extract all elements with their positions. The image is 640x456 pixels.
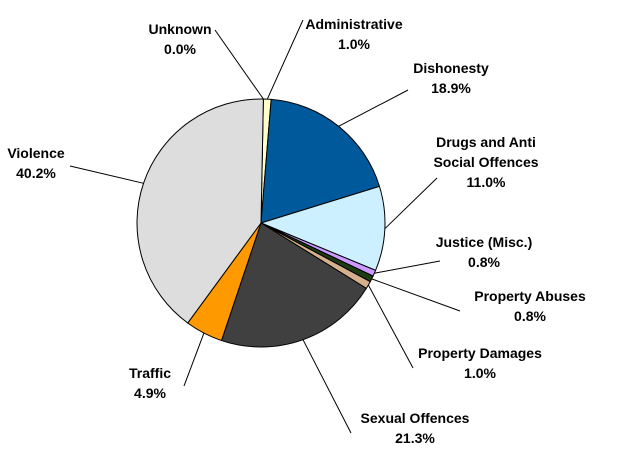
label-percent-unknown: 0.0% — [164, 41, 196, 57]
label-name-dishonesty: Dishonesty — [413, 60, 489, 76]
label-percent-justice-misc: 0.8% — [468, 254, 500, 270]
label-drugs-and-anti-social-offences: Drugs and Anti Social Offences 11.0% — [433, 134, 538, 190]
label-traffic: Traffic 4.9% — [129, 365, 171, 401]
slice-labels: Administrative 1.0% Dishonesty 18.9% Drugs a… — [7, 16, 586, 446]
label-name-traffic: Traffic — [129, 365, 171, 381]
label-violence: Violence 40.2% — [7, 145, 65, 181]
label-name-sexual-offences: Sexual Offences — [361, 410, 470, 426]
slice-violence — [136, 98, 264, 324]
label-name-drugs-and-anti-social-offences: Drugs and Anti — [436, 134, 536, 150]
leader-line-dishonesty — [338, 89, 409, 127]
leader-line-violence — [69, 165, 144, 184]
leader-line-property-damages — [367, 284, 414, 369]
label-percent-property-abuses: 0.8% — [514, 308, 546, 324]
label-justice-misc: Justice (Misc.) 0.8% — [436, 234, 532, 270]
leader-line-administrative — [266, 19, 304, 100]
pie-slices — [136, 98, 386, 348]
leader-line-property-abuses — [371, 278, 461, 312]
label-percent-traffic: 4.9% — [134, 385, 166, 401]
label-administrative: Administrative 1.0% — [305, 16, 402, 52]
label-percent-violence: 40.2% — [16, 165, 56, 181]
slice-dishonesty — [260, 98, 381, 224]
leader-line-unknown — [214, 29, 264, 100]
label-property-abuses: Property Abuses 0.8% — [474, 288, 586, 324]
label-dishonesty: Dishonesty 18.9% — [413, 60, 489, 96]
label-name-administrative: Administrative — [305, 16, 402, 32]
label-name-violence: Violence — [7, 145, 65, 161]
leader-line-drugs-and-anti-social-offences — [384, 177, 438, 230]
label-property-damages: Property Damages 1.0% — [418, 345, 542, 381]
label-percent-sexual-offences: 21.3% — [395, 430, 435, 446]
leader-line-sexual-offences — [302, 339, 352, 434]
label-name-property-abuses: Property Abuses — [474, 288, 586, 304]
label-percent-administrative: 1.0% — [338, 36, 370, 52]
label-percent-dishonesty: 18.9% — [431, 80, 471, 96]
leader-lines — [69, 19, 461, 434]
label-name-drugs-and-anti-social-offences: Social Offences — [433, 154, 538, 170]
label-unknown: Unknown 0.0% — [149, 21, 212, 57]
label-name-justice-misc: Justice (Misc.) — [436, 234, 532, 250]
label-percent-property-damages: 1.0% — [464, 365, 496, 381]
label-name-property-damages: Property Damages — [418, 345, 542, 361]
label-percent-drugs-and-anti-social-offences: 11.0% — [467, 174, 506, 190]
leader-line-justice-misc — [374, 260, 441, 274]
label-name-unknown: Unknown — [149, 21, 212, 37]
leader-line-traffic — [183, 332, 205, 387]
label-sexual-offences: Sexual Offences 21.3% — [361, 410, 470, 446]
